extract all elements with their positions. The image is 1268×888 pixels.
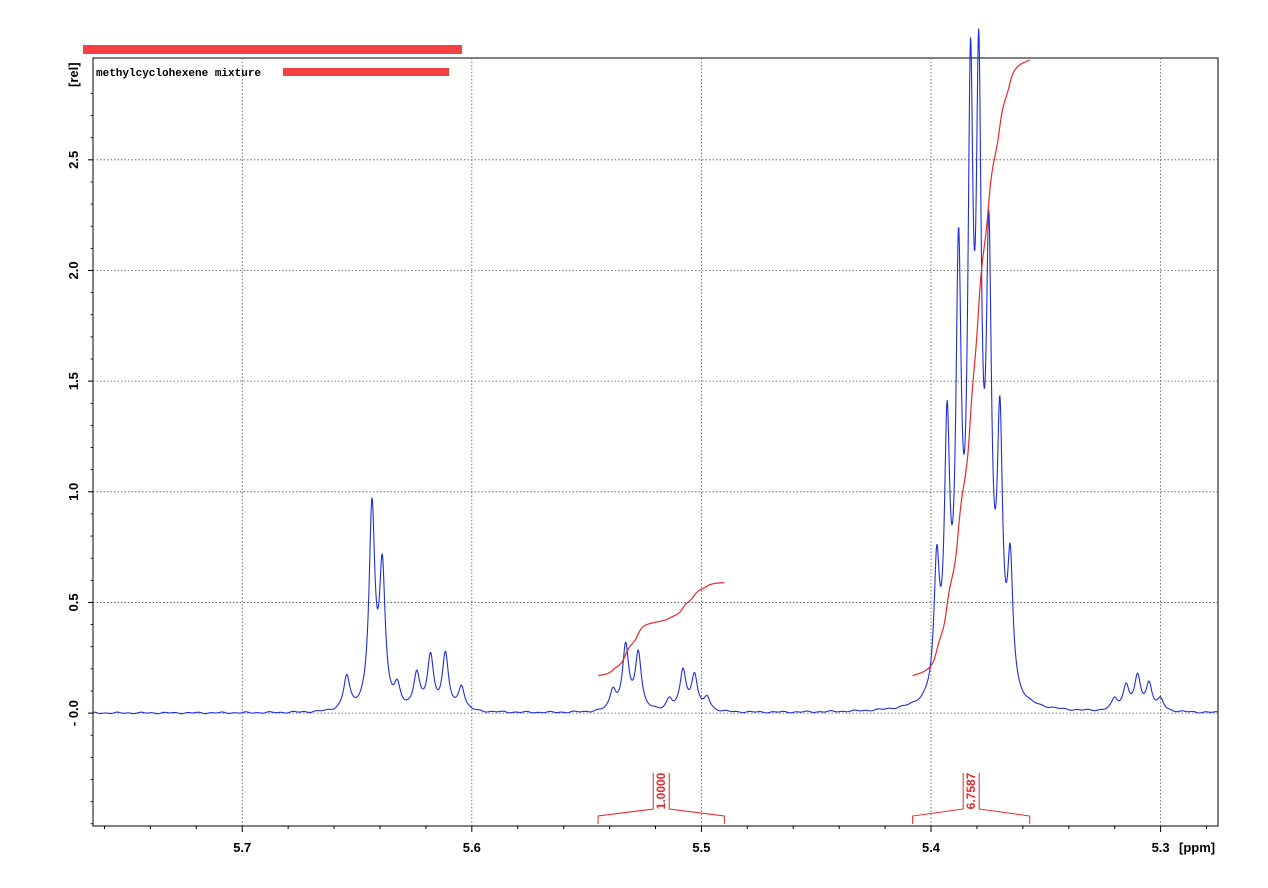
y-tick-label: 1.5 xyxy=(66,372,81,390)
y-tick-label: 2.0 xyxy=(66,261,81,279)
tick-labels: 5.7 5.6 5.5 5.4 5.3 - 0.0 0.5 1.0 1.5 2.0 2.5 xyxy=(66,151,1170,855)
x-tick-label: 5.6 xyxy=(463,840,481,855)
integral-curve xyxy=(912,59,1030,677)
x-tick-label: 5.4 xyxy=(922,840,941,855)
plot-frame xyxy=(92,57,1219,827)
x-tick-label: 5.3 xyxy=(1152,840,1170,855)
integral-value-label: 1.0000 xyxy=(654,772,668,809)
integral-curve xyxy=(598,581,725,677)
redaction-bar-title xyxy=(283,68,449,76)
integral-value-label: 6.7587 xyxy=(964,772,978,809)
x-tick-label: 5.7 xyxy=(233,840,251,855)
integral-bracket xyxy=(597,773,725,824)
x-axis-label: [ppm] xyxy=(1179,840,1215,855)
redaction-bar-top xyxy=(83,45,462,54)
x-tick-label: 5.5 xyxy=(692,840,710,855)
integral-curves: 1.0000 6.7587 xyxy=(597,59,1031,824)
y-tick-label: 0.5 xyxy=(66,593,81,611)
integral-bracket xyxy=(912,773,1031,824)
y-tick-label: - 0.0 xyxy=(66,700,81,726)
chart-title: methylcyclohexene mixture xyxy=(96,68,261,80)
y-tick-label: 1.0 xyxy=(66,483,81,501)
y-axis-label: [rel] xyxy=(66,62,81,87)
axis-ticks xyxy=(88,93,1208,832)
grid-lines xyxy=(93,58,1218,826)
spectrum-series-line xyxy=(92,28,1219,715)
y-tick-label: 2.5 xyxy=(66,151,81,169)
